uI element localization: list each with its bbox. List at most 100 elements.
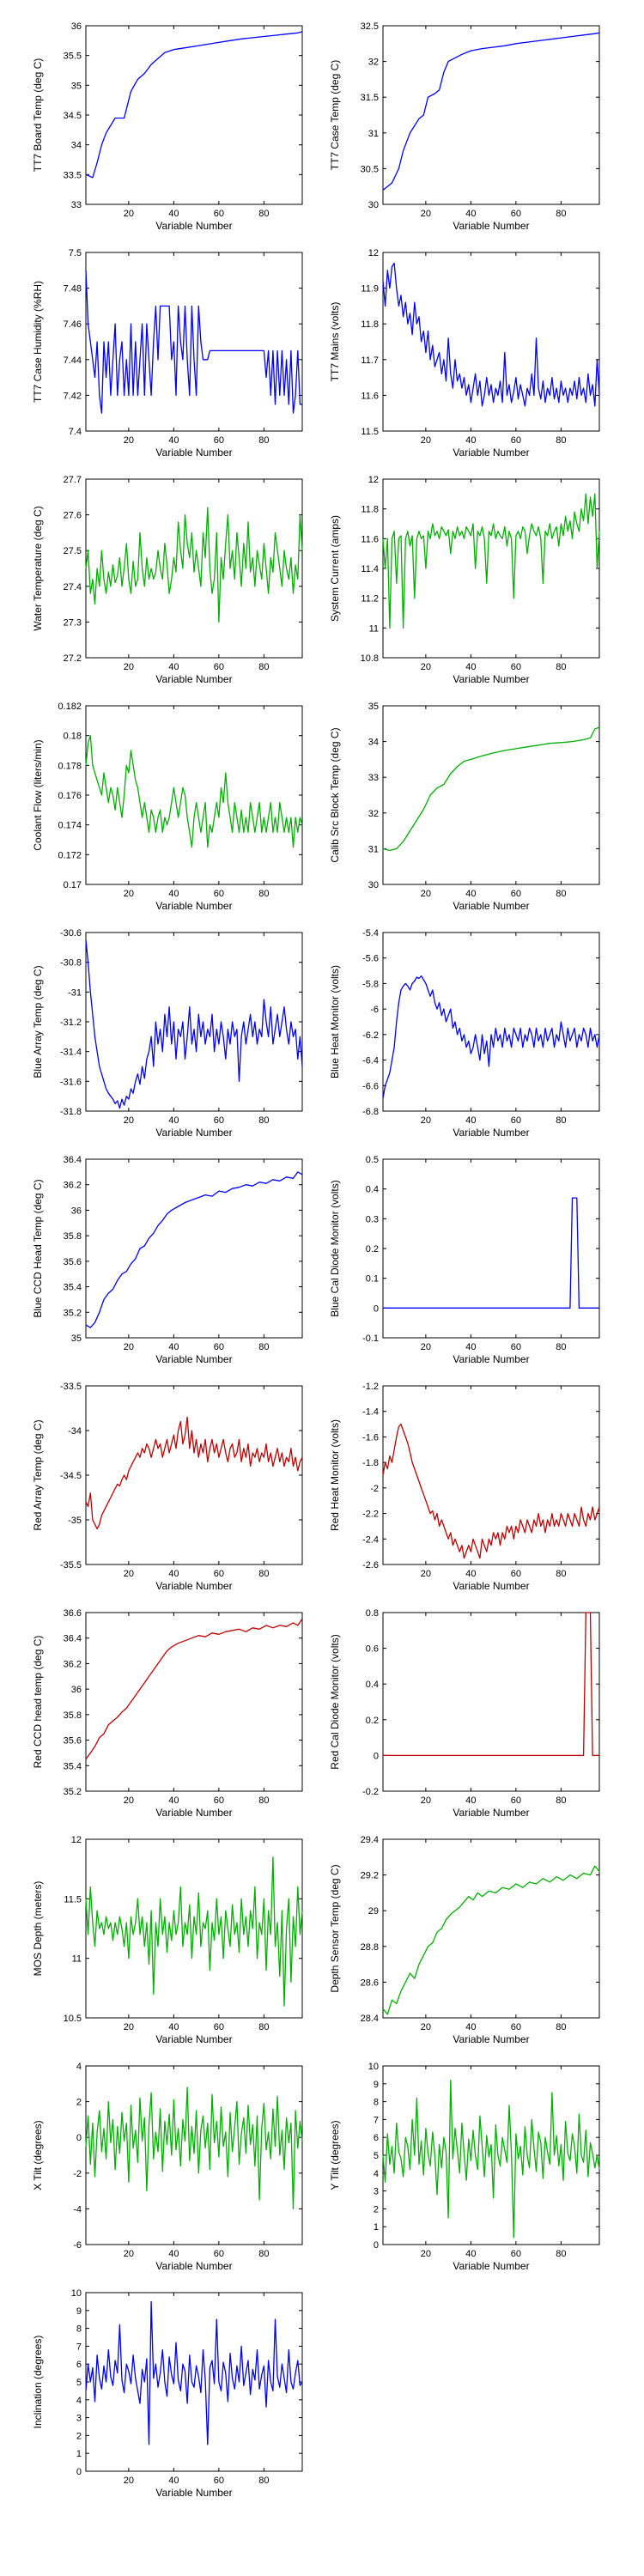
x-tick-label: 20 bbox=[124, 1115, 134, 1126]
x-axis-label: Variable Number bbox=[453, 1807, 529, 1819]
y-tick-label: 36.4 bbox=[64, 1155, 82, 1165]
x-tick-label: 80 bbox=[556, 1115, 566, 1126]
x-tick-label: 60 bbox=[511, 2022, 521, 2032]
y-tick-label: -30.6 bbox=[60, 928, 82, 939]
x-tick-label: 60 bbox=[214, 209, 224, 219]
x-tick-label: 60 bbox=[511, 662, 521, 672]
plot-frame bbox=[85, 252, 303, 432]
y-tick-label: 27.3 bbox=[64, 617, 82, 628]
y-tick-label: 30 bbox=[368, 880, 379, 890]
chart-panel: 20 40 60 80 0 1 2 3 4 5 6 7 8 9 10 Variable Number Y Til… bbox=[329, 2062, 600, 2272]
y-tick-label: -0.1 bbox=[362, 1334, 379, 1344]
y-tick-label: 32 bbox=[368, 809, 379, 819]
y-tick-label: 1 bbox=[374, 2222, 379, 2233]
y-tick-label: 7.46 bbox=[64, 319, 82, 330]
x-tick-label: 80 bbox=[556, 2022, 566, 2032]
chart-panel: 20 40 60 80 10.5 11 11.5 12 Variable Number MOS D… bbox=[32, 1835, 303, 2045]
x-tick-label: 80 bbox=[258, 1569, 269, 1579]
plot-frame bbox=[85, 25, 303, 205]
y-tick-label: 7 bbox=[374, 2115, 379, 2125]
x-tick-label: 60 bbox=[511, 435, 521, 446]
y-tick-label: 11.8 bbox=[361, 319, 379, 330]
y-axis-label: Inclination (degrees) bbox=[32, 2336, 44, 2429]
x-axis-label: Variable Number bbox=[155, 900, 232, 912]
y-tick-label: 7.44 bbox=[64, 355, 82, 366]
y-tick-label: 33 bbox=[71, 200, 82, 210]
y-tick-label: -6.8 bbox=[362, 1107, 379, 1117]
y-tick-label: -31.4 bbox=[60, 1048, 82, 1058]
x-tick-label: 40 bbox=[168, 1795, 179, 1806]
y-tick-label: 29.4 bbox=[361, 1835, 379, 1845]
x-tick-label: 20 bbox=[124, 435, 134, 446]
y-tick-label: 6 bbox=[374, 2133, 379, 2143]
plot-frame bbox=[382, 932, 600, 1112]
x-axis-label: Variable Number bbox=[453, 447, 529, 459]
y-tick-label: -5.8 bbox=[362, 979, 379, 989]
y-tick-label: 28.4 bbox=[361, 2014, 379, 2024]
plot-frame bbox=[382, 25, 600, 205]
x-tick-label: 40 bbox=[168, 662, 179, 672]
series-line bbox=[383, 1612, 599, 1757]
x-tick-label: 80 bbox=[258, 2249, 269, 2259]
y-axis-label: Red Array Temp (deg C) bbox=[32, 1419, 44, 1530]
y-tick-label: 7.5 bbox=[69, 248, 82, 258]
y-axis-label: Blue CCD Head Temp (deg C) bbox=[32, 1179, 44, 1317]
y-tick-label: 0 bbox=[374, 1751, 379, 1761]
y-tick-label: 11.5 bbox=[361, 427, 379, 437]
y-tick-label: 35.5 bbox=[64, 52, 82, 62]
y-axis-label: Calib Src Block Temp (deg C) bbox=[329, 727, 341, 862]
y-tick-label: 0.174 bbox=[58, 821, 82, 831]
plot-frame bbox=[85, 1385, 303, 1565]
x-tick-label: 40 bbox=[168, 2249, 179, 2259]
y-tick-label: 36 bbox=[71, 1685, 82, 1695]
y-tick-label: 12 bbox=[368, 248, 379, 258]
plot-frame bbox=[382, 1158, 600, 1339]
y-tick-label: 3 bbox=[76, 2414, 82, 2424]
x-tick-label: 40 bbox=[168, 1115, 179, 1126]
y-tick-label: 0.4 bbox=[366, 1680, 379, 1690]
y-tick-label: 35 bbox=[71, 81, 82, 91]
y-tick-label: 0.182 bbox=[58, 702, 82, 712]
y-tick-label: -35 bbox=[68, 1516, 82, 1526]
y-tick-label: 32.5 bbox=[361, 21, 379, 32]
x-tick-label: 80 bbox=[258, 209, 269, 219]
series-line bbox=[85, 507, 303, 623]
y-tick-label: 35.2 bbox=[64, 1308, 82, 1318]
y-tick-label: 35.6 bbox=[64, 1257, 82, 1267]
y-tick-label: 36.6 bbox=[64, 1608, 82, 1619]
y-tick-label: -2 bbox=[370, 1484, 379, 1494]
x-tick-label: 20 bbox=[124, 2022, 134, 2032]
x-tick-label: 40 bbox=[168, 1569, 179, 1579]
y-tick-label: 36 bbox=[71, 1206, 82, 1216]
y-axis-label: Blue Cal Diode Monitor (volts) bbox=[329, 1180, 341, 1316]
series-line bbox=[382, 2079, 600, 2239]
y-tick-label: -33.5 bbox=[60, 1382, 82, 1392]
chart-panel: 20 40 60 80 30 31 32 33 34 35 Variable Number Calib… bbox=[329, 702, 600, 912]
y-tick-label: 7.48 bbox=[64, 284, 82, 295]
chart-panel: 20 40 60 80 -35.5 -35 -34.5 -34 -33.5 Variable Nu… bbox=[32, 1382, 303, 1592]
x-tick-label: 40 bbox=[168, 209, 179, 219]
y-tick-label: -2.6 bbox=[362, 1560, 379, 1571]
x-axis-label: Variable Number bbox=[453, 2260, 529, 2272]
chart-panel: 20 40 60 80 -31.8 -31.6 -31.4 -31.2 -31 -30.8 -30.… bbox=[32, 928, 303, 1139]
y-tick-label: 11.6 bbox=[361, 391, 379, 401]
y-tick-label: 9 bbox=[374, 2080, 379, 2090]
y-tick-label: -31 bbox=[68, 987, 82, 998]
y-tick-label: 10.8 bbox=[361, 653, 379, 664]
chart-panel: 20 40 60 80 28.4 28.6 28.8 29 29.2 29.4 Variable N… bbox=[329, 1835, 600, 2045]
x-axis-label: Variable Number bbox=[453, 1127, 529, 1139]
y-tick-label: 0.2 bbox=[366, 1716, 379, 1726]
series-line bbox=[382, 262, 600, 407]
series-line bbox=[85, 2087, 303, 2210]
chart-panel: 20 40 60 80 -2.6 -2.4 -2.2 -2 -1.8 -1.6 -1.4 -1.2 Va… bbox=[329, 1382, 600, 1592]
x-tick-label: 20 bbox=[124, 2249, 134, 2259]
y-axis-label: Coolant Flow (liters/min) bbox=[32, 739, 44, 850]
y-tick-label: 11.9 bbox=[361, 284, 379, 295]
x-tick-label: 40 bbox=[465, 662, 476, 672]
y-axis-label: Red Heat Monitor (volts) bbox=[329, 1419, 341, 1531]
series-line bbox=[85, 939, 303, 1109]
x-axis-label: Variable Number bbox=[453, 1580, 529, 1592]
y-tick-label: -2.2 bbox=[362, 1510, 379, 1520]
y-tick-label: 35.6 bbox=[64, 1736, 82, 1747]
series-line bbox=[382, 726, 600, 852]
